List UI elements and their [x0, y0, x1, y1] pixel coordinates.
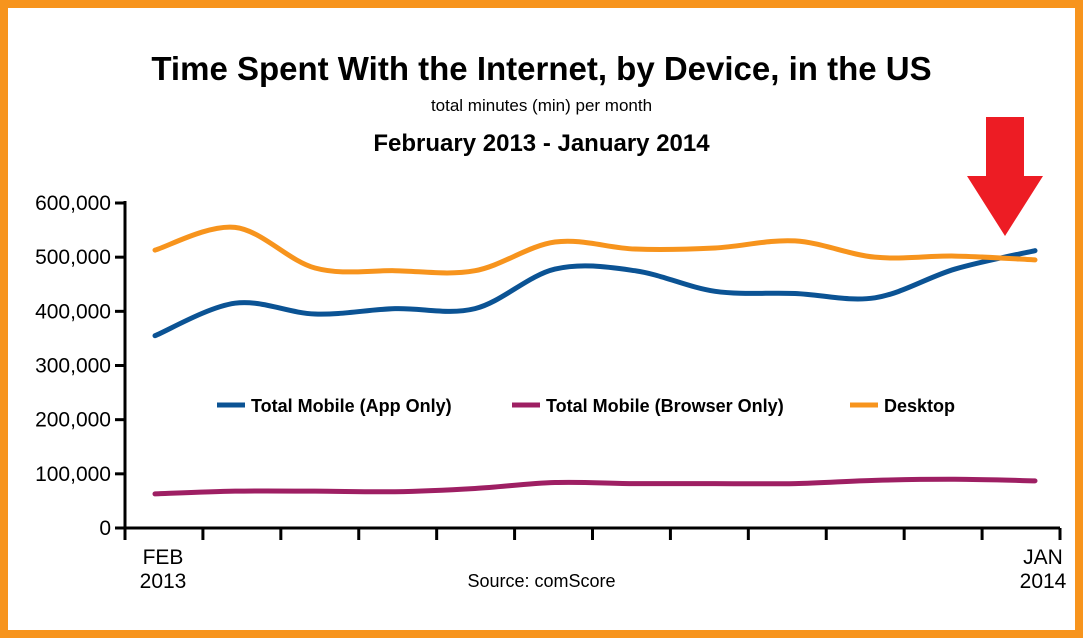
x-tick-label: JAN	[1023, 546, 1063, 569]
legend-label-desktop: Desktop	[884, 396, 955, 416]
chart-subtitle: total minutes (min) per month	[430, 96, 653, 115]
chart-title: Time Spent With the Internet, by Device,…	[151, 50, 932, 87]
legend-label-total-mobile-app-only: Total Mobile (App Only)	[251, 396, 452, 416]
x-tick-label: 2014	[1020, 570, 1067, 593]
chart-date-range: February 2013 - January 2014	[373, 130, 710, 157]
legend-label-total-mobile-browser-only: Total Mobile (Browser Only)	[546, 396, 784, 416]
series-line-total-mobile-app-only	[152, 248, 1038, 339]
series-lines	[152, 224, 1038, 497]
axes: 0 100,000 200,000 300,000 400,000 500,000 600,…	[35, 192, 1067, 593]
y-tick-label: 600,000	[35, 192, 111, 215]
x-tick-label: FEB	[143, 546, 184, 569]
y-tick-label: 0	[99, 517, 111, 540]
x-tick-label: 2013	[140, 570, 187, 593]
arrow-down-icon	[967, 117, 1043, 236]
y-tick-label: 200,000	[35, 409, 111, 432]
y-tick-label: 300,000	[35, 355, 111, 378]
y-tick-label: 500,000	[35, 246, 111, 269]
y-tick-label: 400,000	[35, 300, 111, 323]
chart-source: Source: comScore	[467, 571, 616, 591]
series-line-total-mobile-browser-only	[152, 476, 1038, 497]
series-line-desktop	[152, 224, 1038, 276]
legend: Total Mobile (App Only) Total Mobile (Bro…	[217, 396, 955, 416]
annotation	[967, 117, 1043, 236]
y-tick-label: 100,000	[35, 463, 111, 486]
